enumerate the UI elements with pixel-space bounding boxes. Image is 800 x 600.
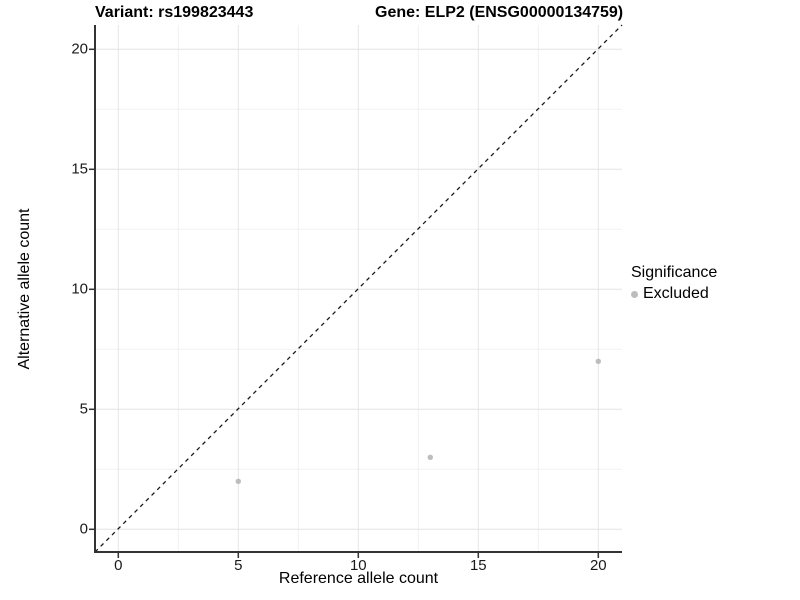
- plot-title-gene: Gene: ELP2 (ENSG00000134759): [375, 4, 624, 21]
- legend: Significance Excluded: [631, 264, 717, 303]
- x-tick-label: 20: [589, 557, 607, 574]
- x-tick-label: 5: [234, 557, 243, 574]
- legend-item-label: Excluded: [643, 285, 709, 302]
- x-tick-label: 10: [349, 557, 367, 574]
- y-axis-title: Alternative allele count: [16, 208, 33, 370]
- legend-point-icon: [631, 290, 638, 298]
- data-point: [235, 478, 241, 484]
- y-tick-label: 5: [79, 400, 88, 418]
- plot-title-variant: Variant: rs199823443: [95, 4, 254, 21]
- x-axis-title: Reference allele count: [278, 570, 439, 587]
- y-tick-label: 0: [79, 520, 88, 538]
- y-tick-label: 20: [71, 40, 88, 58]
- data-point: [427, 454, 433, 460]
- data-point: [595, 358, 601, 364]
- x-tick-label: 15: [469, 557, 487, 574]
- x-tick-label: 0: [114, 557, 123, 574]
- y-tick-label: 15: [71, 160, 88, 178]
- legend-item-excluded: Excluded: [631, 285, 717, 303]
- y-tick-label: 10: [71, 280, 88, 298]
- legend-title: Significance: [631, 264, 718, 281]
